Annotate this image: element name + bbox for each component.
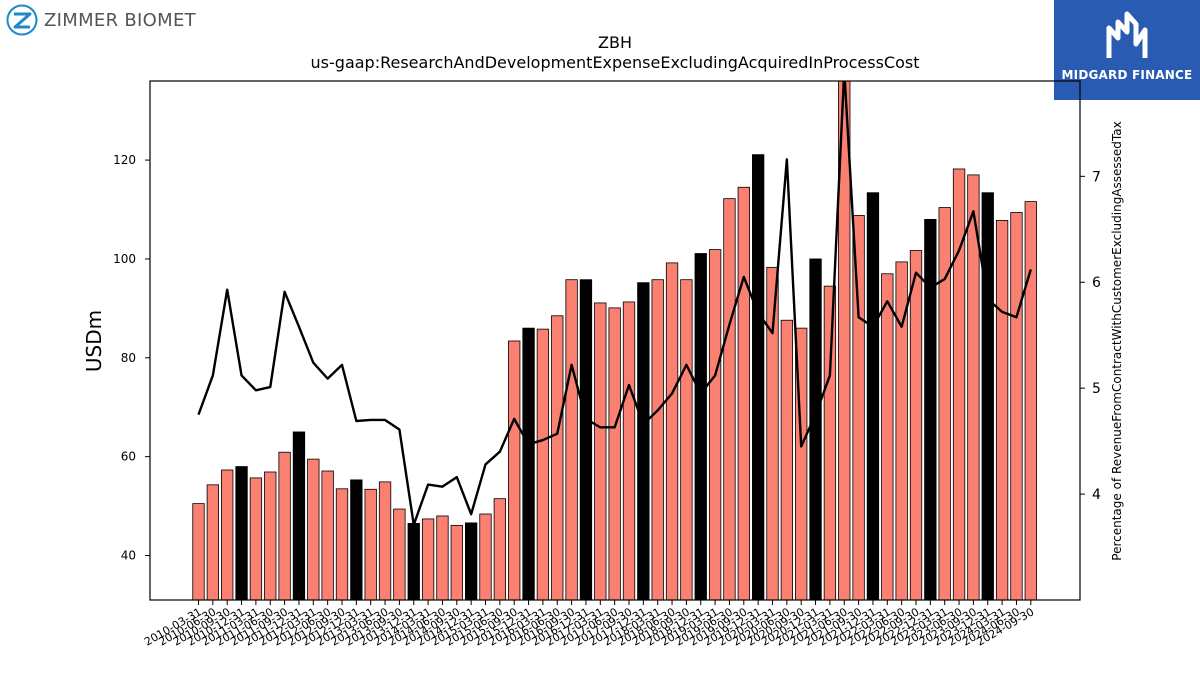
bar — [852, 215, 865, 600]
bar — [752, 154, 765, 600]
bar — [307, 458, 320, 600]
zimmer-biomet-logo-text: ZIMMER BIOMET — [44, 9, 196, 31]
bar — [1024, 201, 1037, 600]
bar — [694, 253, 707, 600]
bar — [909, 250, 923, 600]
bar — [838, 81, 851, 600]
bar — [866, 192, 880, 600]
y-tick-label: 60 — [121, 450, 136, 464]
bar — [895, 261, 908, 600]
bar — [766, 266, 779, 600]
bar — [464, 522, 478, 600]
bar — [608, 307, 621, 600]
bar — [436, 515, 449, 600]
bar — [565, 279, 578, 600]
bar — [393, 508, 406, 600]
bar — [479, 513, 492, 600]
bar — [579, 279, 593, 600]
bar — [321, 470, 334, 600]
y-tick-label: 120 — [113, 153, 136, 167]
zimmer-biomet-logo-icon — [6, 4, 38, 36]
right-y-tick-label: 4 — [1092, 487, 1101, 503]
bar — [967, 174, 980, 600]
bar — [206, 484, 220, 600]
bar — [680, 279, 693, 600]
bar — [665, 262, 679, 600]
y-tick-label: 80 — [121, 351, 136, 365]
bar — [421, 518, 435, 600]
bar — [1010, 212, 1023, 600]
bar — [278, 451, 291, 600]
bar — [637, 282, 650, 600]
bar — [350, 479, 363, 600]
bar — [938, 207, 951, 600]
right-y-tick-label: 7 — [1092, 169, 1101, 185]
bar — [737, 186, 750, 600]
bar — [723, 198, 736, 600]
bar — [235, 466, 248, 600]
bar — [708, 249, 722, 600]
line-layer — [197, 81, 1032, 526]
zimmer-biomet-logo: ZIMMER BIOMET — [6, 4, 196, 36]
bar — [795, 327, 808, 600]
chart-subtitle: us-gaap:ResearchAndDevelopmentExpenseExc… — [311, 53, 920, 72]
bar — [450, 524, 463, 600]
right-y-axis: 4 5 6 7 — [1080, 169, 1101, 503]
bar — [264, 471, 277, 600]
bar — [221, 469, 234, 600]
left-y-axis: 40 60 80 100 120 — [113, 153, 150, 563]
y-tick-label: 40 — [121, 549, 136, 563]
y-tick-label: 100 — [113, 252, 136, 266]
x-axis: 2010-03-312010-06-302010-09-302010-12-31… — [142, 600, 1036, 649]
bar — [952, 168, 966, 600]
midgard-finance-logo: MIDGARD FINANCE — [1054, 0, 1200, 100]
bar — [335, 488, 349, 600]
right-y-tick-label: 5 — [1092, 381, 1101, 397]
bar — [981, 192, 994, 600]
bar — [823, 285, 837, 600]
bar — [364, 488, 377, 600]
series-line — [197, 81, 1032, 526]
bar — [508, 340, 521, 600]
bar — [536, 328, 550, 600]
bar — [292, 431, 306, 600]
bar — [780, 319, 793, 600]
bar — [493, 498, 507, 600]
midgard-finance-logo-text: MIDGARD FINANCE — [1061, 68, 1193, 82]
y-axis-label: USDm — [82, 310, 106, 372]
bar — [622, 301, 636, 600]
bar — [924, 218, 937, 600]
bar — [594, 302, 607, 600]
bar — [249, 477, 263, 600]
bar — [407, 522, 420, 600]
bar — [881, 273, 894, 600]
right-y-axis-label: Percentage of RevenueFromContractWithCus… — [1110, 121, 1124, 560]
bar — [522, 327, 535, 600]
bar — [192, 503, 205, 600]
bar — [378, 481, 392, 600]
chart-title: ZBH — [598, 33, 632, 52]
midgard-finance-logo-icon — [1106, 11, 1148, 58]
bar — [651, 279, 664, 600]
bar — [995, 219, 1009, 600]
bars-layer — [192, 81, 1037, 600]
bar — [809, 258, 822, 600]
bar — [551, 315, 564, 600]
right-y-tick-label: 6 — [1092, 275, 1101, 291]
